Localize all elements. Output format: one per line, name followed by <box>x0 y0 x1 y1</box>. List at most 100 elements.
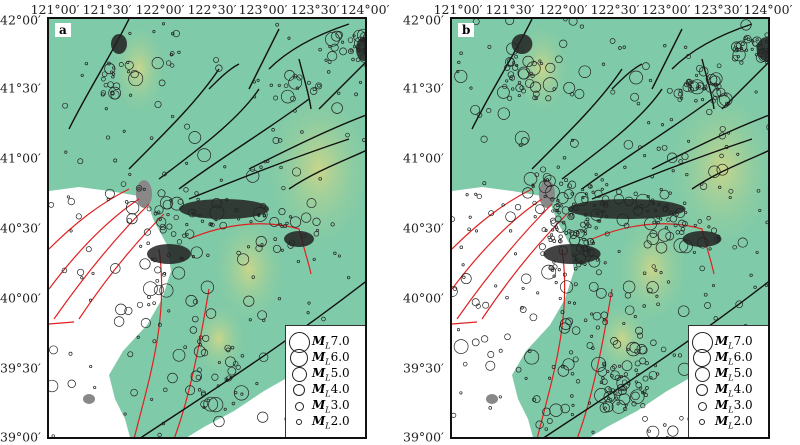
legend-symbol: M <box>715 333 729 348</box>
earthquake-marker <box>161 22 166 26</box>
earthquake-marker <box>66 195 70 199</box>
earthquake-marker <box>541 264 557 280</box>
earthquake-marker <box>195 374 201 381</box>
earthquake-marker <box>213 415 225 428</box>
earthquake-marker <box>659 189 670 200</box>
legend-item: ML6.0 <box>286 349 365 367</box>
earthquake-marker <box>325 31 340 47</box>
earthquake-marker <box>587 224 592 229</box>
earthquake-marker <box>487 351 495 358</box>
earthquake-marker <box>236 250 241 256</box>
earthquake-marker <box>333 251 337 255</box>
earthquake-marker <box>326 70 331 74</box>
earthquake-marker <box>598 219 602 223</box>
earthquake-marker <box>594 388 609 403</box>
earthquake-marker <box>769 205 770 207</box>
earthquake-marker <box>197 388 202 392</box>
earthquake-marker <box>185 295 198 307</box>
offshore-fault-line <box>133 248 163 437</box>
earthquake-marker <box>623 139 634 150</box>
earthquake-marker <box>705 76 710 81</box>
earthquake-marker <box>521 88 527 94</box>
earthquake-marker <box>580 221 586 228</box>
earthquake-marker <box>716 94 731 109</box>
legend-subscript: L <box>325 405 331 415</box>
earthquake-marker <box>594 189 603 198</box>
earthquake-marker <box>566 183 572 189</box>
earthquake-marker <box>629 389 645 404</box>
earthquake-marker <box>459 51 463 56</box>
earthquake-marker <box>642 62 650 70</box>
earthquake-marker <box>614 396 618 400</box>
earthquake-marker <box>623 165 627 169</box>
earthquake-marker <box>692 250 696 254</box>
earthquake-marker <box>612 340 622 349</box>
earthquake-cluster <box>356 37 365 61</box>
earthquake-marker <box>671 169 675 173</box>
earthquake-marker <box>219 221 227 230</box>
earthquake-marker <box>560 364 565 369</box>
earthquake-marker <box>542 407 551 417</box>
earthquake-marker <box>600 178 604 182</box>
earthquake-marker <box>669 117 674 122</box>
earthquake-marker <box>541 227 547 233</box>
earthquake-marker <box>488 210 495 217</box>
earthquake-marker <box>69 229 73 233</box>
earthquake-marker <box>93 385 97 390</box>
magnitude-circle-icon <box>290 349 308 367</box>
earthquake-marker <box>639 357 647 365</box>
earthquake-marker <box>511 64 519 71</box>
earthquake-marker <box>208 222 213 227</box>
earthquake-marker <box>557 268 561 272</box>
legend-item: ML5.0 <box>689 366 768 382</box>
earthquake-marker <box>296 259 301 264</box>
map-frame: b ML7.0 ML6.0 ML5.0 ML4.0 ML3.0 ML2.0 <box>450 17 770 439</box>
earthquake-marker <box>659 271 663 275</box>
earthquake-marker <box>277 83 281 87</box>
earthquake-marker <box>532 90 540 98</box>
earthquake-marker <box>696 82 704 90</box>
earthquake-marker <box>128 172 132 176</box>
earthquake-marker <box>460 273 472 285</box>
legend-item: ML7.0 <box>689 331 768 353</box>
earthquake-marker <box>739 60 744 65</box>
earthquake-marker <box>579 24 584 29</box>
earthquake-marker <box>142 187 146 191</box>
earthquake-marker <box>550 233 554 237</box>
latitude-tick-label: 41°00′ <box>403 150 444 166</box>
earthquake-marker <box>564 178 569 183</box>
earthquake-marker <box>636 101 641 106</box>
legend-value: 3.0 <box>733 397 753 412</box>
earthquake-marker <box>165 60 172 66</box>
earthquake-marker <box>364 344 365 348</box>
earthquake-marker <box>124 60 134 70</box>
earthquake-marker <box>665 435 669 437</box>
earthquake-marker <box>346 275 351 280</box>
earthquake-marker <box>521 286 525 290</box>
earthquake-marker <box>62 102 68 109</box>
earthquake-marker <box>687 79 691 83</box>
earthquake-marker <box>129 93 133 97</box>
earthquake-marker <box>170 231 177 237</box>
earthquake-marker <box>306 311 310 315</box>
earthquake-marker <box>331 102 343 114</box>
earthquake-marker <box>646 232 659 246</box>
earthquake-marker <box>172 266 186 280</box>
earthquake-marker <box>542 172 552 182</box>
longitude-tick-label: 122°00′ <box>135 2 185 17</box>
earthquake-marker <box>170 114 175 119</box>
earthquake-cluster <box>756 37 768 61</box>
earthquake-marker <box>231 401 236 406</box>
earthquake-marker <box>650 339 657 347</box>
earthquake-marker <box>617 384 625 392</box>
earthquake-marker <box>603 406 607 410</box>
earthquake-marker <box>618 393 631 406</box>
earthquake-marker <box>127 351 134 358</box>
earthquake-marker <box>634 368 638 373</box>
earthquake-marker <box>540 61 544 66</box>
earthquake-marker <box>594 226 598 230</box>
earthquake-marker <box>602 319 609 326</box>
highland-shading <box>189 299 249 379</box>
earthquake-marker <box>667 425 679 437</box>
earthquake-marker <box>570 371 575 376</box>
